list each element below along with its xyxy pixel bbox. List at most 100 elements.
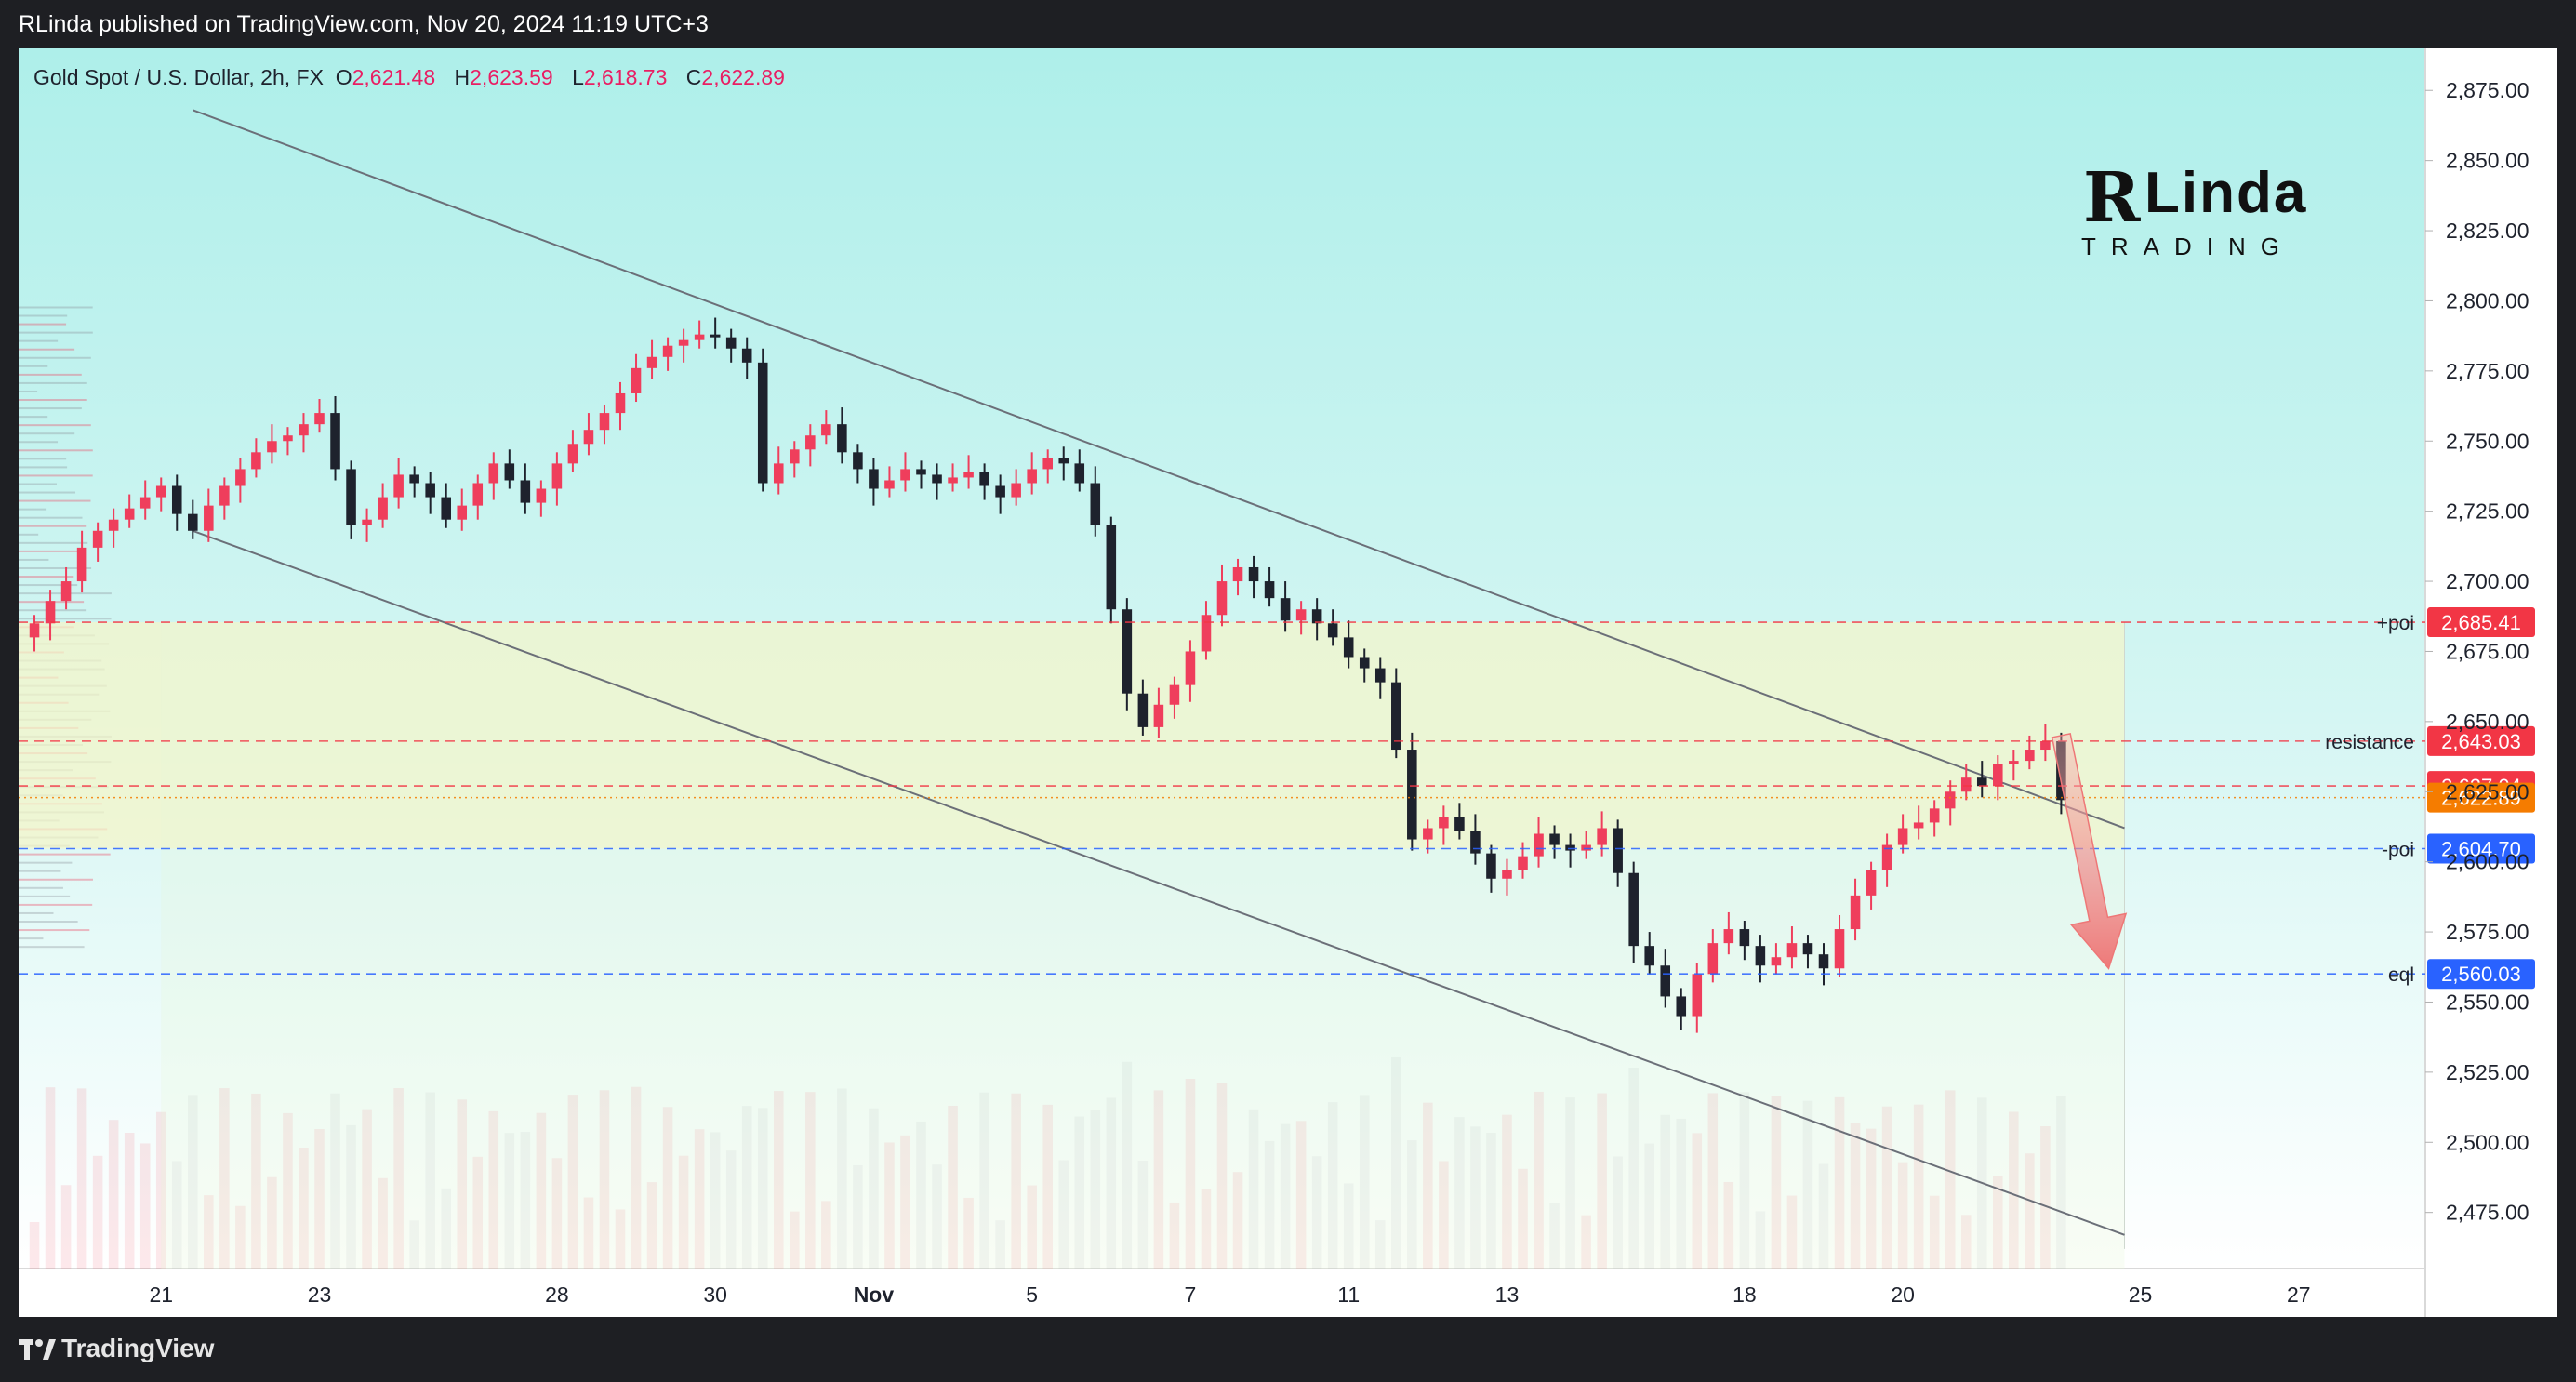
time-axis[interactable]: 21 23 28 30 Nov 5 7 11 13 18 20 25 27 (149, 1282, 2310, 1307)
price-chart[interactable]: +poi2,685.41resistance2,643.032,627.042,… (19, 48, 2557, 1317)
tradingview-logo-icon[interactable] (19, 1337, 56, 1362)
volume-bar (1850, 1123, 1861, 1269)
volume-bar (583, 1197, 594, 1269)
profile-bar (19, 399, 87, 402)
volume-bar (979, 1092, 989, 1269)
candle-body (853, 452, 863, 470)
candle-body (60, 581, 72, 602)
candle-body (155, 485, 166, 498)
volume-bar (1280, 1123, 1291, 1269)
candle-body (1327, 623, 1338, 638)
y-tick-label: 2,650.00 (2446, 710, 2530, 734)
volume-bar (1090, 1110, 1101, 1269)
profile-bar (19, 449, 93, 452)
candle-body (2025, 750, 2035, 762)
profile-bar (19, 576, 74, 578)
y-tick-label: 2,775.00 (2446, 359, 2530, 383)
volume-bar (646, 1182, 657, 1269)
volume-bar (362, 1109, 372, 1269)
volume-bar (615, 1209, 626, 1269)
candle-body (1565, 844, 1575, 851)
candle-body (1216, 581, 1228, 616)
volume-bar (1628, 1068, 1639, 1269)
candle-body (536, 488, 547, 503)
volume-bar (2056, 1096, 2066, 1269)
candle-body (1042, 458, 1053, 470)
candle-body (884, 480, 895, 489)
level-tag-bg (2427, 725, 2535, 756)
y-tick-label: 2,600.00 (2446, 850, 2530, 874)
volume-bar (1549, 1203, 1560, 1269)
candle-body (1597, 828, 1607, 845)
level-label: +poi (2377, 613, 2414, 634)
volume-bar (1169, 1202, 1180, 1269)
volume-bar (251, 1093, 261, 1269)
candle-body (1881, 844, 1892, 870)
profile-bar (19, 895, 71, 897)
candle-body (1011, 483, 1021, 498)
symbol-label: Gold Spot / U.S. Dollar, 2h, FX (33, 65, 324, 89)
y-tick-label: 2,475.00 (2446, 1201, 2530, 1225)
y-tick-label: 2,875.00 (2446, 78, 2530, 102)
profile-bar (19, 937, 44, 940)
volume-bar (1960, 1215, 1972, 1269)
profile-bar (19, 929, 90, 932)
volume-bar (1153, 1090, 1164, 1269)
candle-body (520, 480, 531, 503)
volume-bar (76, 1088, 87, 1269)
volume-bar (235, 1205, 246, 1269)
volume-bar (1786, 1195, 1798, 1269)
candle-body (1644, 946, 1654, 966)
profile-bar (19, 525, 87, 527)
candle-body (1359, 657, 1370, 669)
footer: TradingView (0, 1317, 2576, 1382)
volume-bars (29, 1056, 2066, 1269)
candle-body (409, 474, 419, 484)
volume-bar (599, 1090, 610, 1269)
candle-body (1802, 943, 1813, 955)
profile-bar (19, 323, 67, 326)
volume-bar (725, 1150, 737, 1269)
candle-body (1534, 833, 1544, 857)
tradingview-brand[interactable]: TradingView (61, 1334, 215, 1362)
candle-body (314, 413, 325, 425)
candle-body (1581, 844, 1591, 851)
candle-body (1185, 651, 1196, 685)
candle-body (362, 519, 372, 525)
volume-bar (457, 1099, 468, 1269)
candle-body (790, 449, 800, 464)
candle-body (1976, 777, 1987, 787)
x-tick-label: Nov (854, 1282, 895, 1307)
candle-body (1106, 525, 1117, 610)
volume-bar (1565, 1097, 1575, 1269)
candle-body (1771, 957, 1782, 966)
candle-body (837, 424, 847, 453)
candle-body (1407, 750, 1417, 840)
bearish-arrow (2051, 733, 2128, 970)
candle-body (171, 485, 182, 514)
candle-body (1518, 856, 1528, 870)
chart-area[interactable]: +poi2,685.41resistance2,643.032,627.042,… (19, 48, 2557, 1317)
profile-bar (19, 331, 93, 334)
time-axis-background (19, 1269, 2425, 1317)
volume-bar (393, 1088, 404, 1269)
profile-bar (19, 533, 39, 536)
y-tick-label: 2,725.00 (2446, 499, 2530, 524)
profile-bar (19, 878, 93, 881)
candle-body (1739, 929, 1750, 947)
price-axis[interactable]: 2,475.00 2,500.00 2,525.00 2,550.00 2,575.00… (2425, 78, 2530, 1225)
volume-bar (1739, 1092, 1750, 1269)
candle-body (1153, 704, 1164, 727)
candle-body (1311, 609, 1322, 624)
volume-bar (1454, 1117, 1465, 1269)
volume-bar (1723, 1181, 1734, 1269)
level-tag-bg (2427, 782, 2535, 813)
volume-bar (1518, 1168, 1528, 1269)
volume-bar (1929, 1195, 1940, 1269)
candlesticks (29, 317, 2066, 1033)
profile-bar (19, 566, 92, 569)
volume-bar (1707, 1093, 1719, 1269)
volume-bar (283, 1112, 293, 1269)
candle-body (1628, 872, 1639, 947)
candle-body (1786, 943, 1798, 958)
